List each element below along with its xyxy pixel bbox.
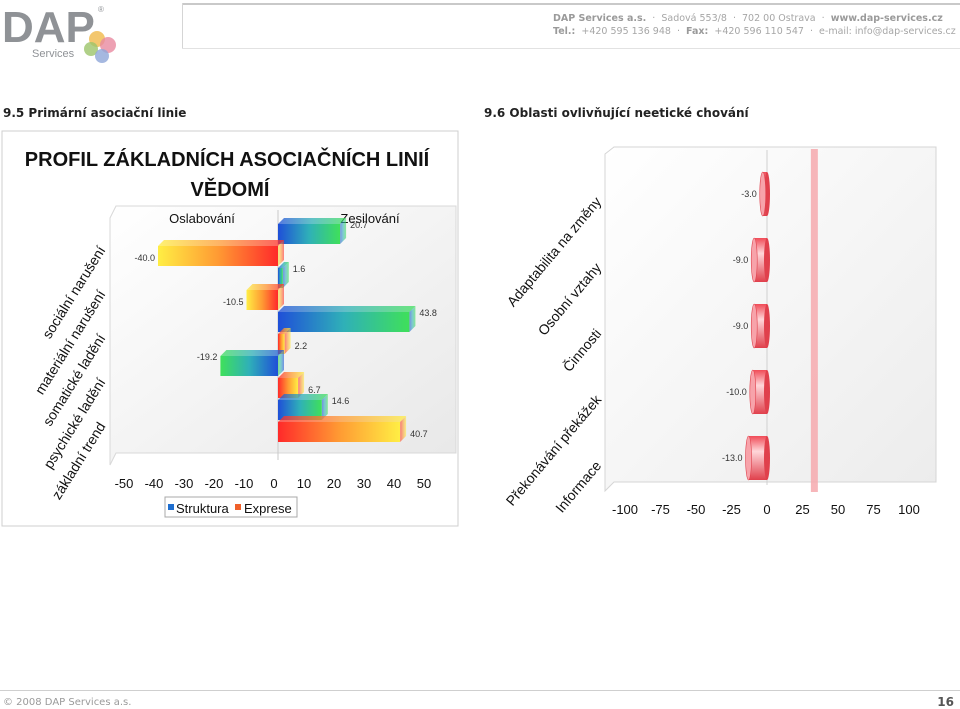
bar-area: [745, 435, 770, 481]
x-tick-label: 40: [387, 476, 401, 491]
bar-exprese: [278, 416, 407, 442]
bar-struktura: [278, 262, 289, 288]
data-label-exprese: -10.5: [223, 297, 244, 307]
tel-label: Tel.:: [553, 26, 576, 37]
reference-line: [810, 149, 818, 492]
data-label-struktura: 1.6: [293, 264, 306, 274]
bar-struktura: [278, 394, 328, 420]
chart-title-line-1: PROFIL ZÁKLADNÍCH ASOCIAČNÍCH LINIÍ: [25, 147, 430, 171]
data-label: -13.0: [722, 453, 743, 463]
x-tick-label: -25: [722, 502, 741, 517]
legend-label-struktura: Struktura: [176, 501, 230, 516]
x-tick-label: -10: [235, 476, 254, 491]
x-tick-label: -100: [612, 502, 638, 517]
section-title-right: 9.6 Oblasti ovlivňující neetické chování: [484, 106, 749, 120]
logo-dot-green: [84, 42, 98, 56]
x-tick-label: -75: [651, 502, 670, 517]
logo-dot-pink: [100, 37, 116, 53]
footer-copyright: © 2008 DAP Services a.s.: [3, 697, 132, 708]
bar-struktura: [220, 350, 284, 376]
x-tick-label: -40: [145, 476, 164, 491]
header-divider: [182, 3, 183, 49]
data-label-exprese: 6.7: [308, 385, 321, 395]
fax-label: Fax:: [686, 26, 709, 37]
bar-struktura: [278, 218, 347, 244]
x-tick-label: 75: [866, 502, 880, 517]
header-bottom-rule: [182, 48, 960, 49]
company-email[interactable]: e-mail: info@dap-services.cz: [819, 26, 956, 37]
x-tick-label: 0: [270, 476, 277, 491]
data-label-struktura: 20.7: [350, 220, 368, 230]
logo-subtext: Services: [32, 48, 75, 60]
x-tick-label: -20: [205, 476, 224, 491]
bar-exprese: [278, 328, 291, 354]
company-city: 702 00 Ostrava: [742, 13, 816, 24]
x-tick-label: 0: [763, 502, 770, 517]
bar-area: [750, 237, 770, 283]
data-label: -3.0: [741, 189, 757, 199]
data-label-exprese: 40.7: [410, 429, 428, 439]
data-label-exprese: -40.0: [134, 253, 155, 263]
company-web[interactable]: www.dap-services.cz: [830, 13, 943, 24]
data-label-struktura: 43.8: [419, 308, 437, 318]
bar-struktura: [278, 306, 416, 332]
unethical-behavior-chart: -3.0 -9.0 -9.0 -10.0 -13.0 -100 -75 -50 -25 0 25 5…: [502, 146, 937, 517]
legend-swatch-exprese: [235, 504, 241, 510]
x-tick-label: 100: [898, 502, 920, 517]
logo-text: DAP: [2, 3, 95, 52]
chart-title-line-2: VĚDOMÍ: [191, 177, 270, 201]
data-label: -9.0: [733, 255, 749, 265]
page-number: 16: [937, 695, 954, 709]
section-title-left: 9.5 Primární asociační linie: [3, 106, 187, 120]
logo-dot-blue: [95, 49, 109, 63]
annotation-strengthening: Zesilování: [340, 211, 400, 226]
bar-exprese: [158, 240, 284, 266]
annotation-weakening: Oslabování: [169, 211, 235, 226]
x-tick-label: 50: [417, 476, 431, 491]
category-label: Činnosti: [560, 326, 605, 375]
x-tick-label: 50: [831, 502, 845, 517]
company-logo: DAP ® Services: [2, 3, 116, 63]
x-tick-label: -50: [687, 502, 706, 517]
category-label: Překonávání překážek: [502, 391, 604, 509]
legend-label-exprese: Exprese: [244, 501, 292, 516]
category-label: Informace: [552, 457, 604, 515]
tel-number: +420 595 136 948: [581, 26, 671, 37]
data-label-struktura: -19.2: [197, 352, 218, 362]
data-label: -9.0: [733, 321, 749, 331]
header-rule: [182, 3, 960, 5]
association-lines-chart: PROFIL ZÁKLADNÍCH ASOCIAČNÍCH LINIÍ VĚDO…: [1, 130, 459, 527]
company-street: Sadová 553/8: [661, 13, 727, 24]
x-tick-label: 10: [297, 476, 311, 491]
data-label-exprese: 2.2: [295, 341, 308, 351]
chart-legend: [164, 496, 298, 518]
x-tick-label: 20: [327, 476, 341, 491]
data-label-struktura: 14.6: [332, 396, 350, 406]
footer-rule: [0, 690, 960, 691]
data-label: -10.0: [726, 387, 747, 397]
bar-area: [759, 171, 770, 217]
fax-number: +420 596 110 547: [714, 26, 804, 37]
x-tick-label: -50: [115, 476, 134, 491]
bar-area: [749, 369, 770, 415]
x-tick-label: 30: [357, 476, 371, 491]
company-name: DAP Services a.s.: [553, 13, 647, 24]
category-label: Adaptabilita na změny: [503, 194, 604, 310]
legend-swatch-struktura: [168, 504, 174, 510]
plot-area: [604, 146, 937, 493]
header-address-line: DAP Services a.s. · Sadová 553/8 · 702 0…: [553, 13, 943, 24]
bar-exprese: [246, 284, 284, 310]
x-tick-label: -30: [175, 476, 194, 491]
bar-area: [750, 303, 770, 349]
header-contact-line: Tel.: +420 595 136 948 · Fax: +420 596 1…: [553, 26, 956, 37]
bar-exprese: [278, 372, 305, 398]
logo-registered: ®: [98, 5, 104, 14]
x-tick-label: 25: [795, 502, 809, 517]
